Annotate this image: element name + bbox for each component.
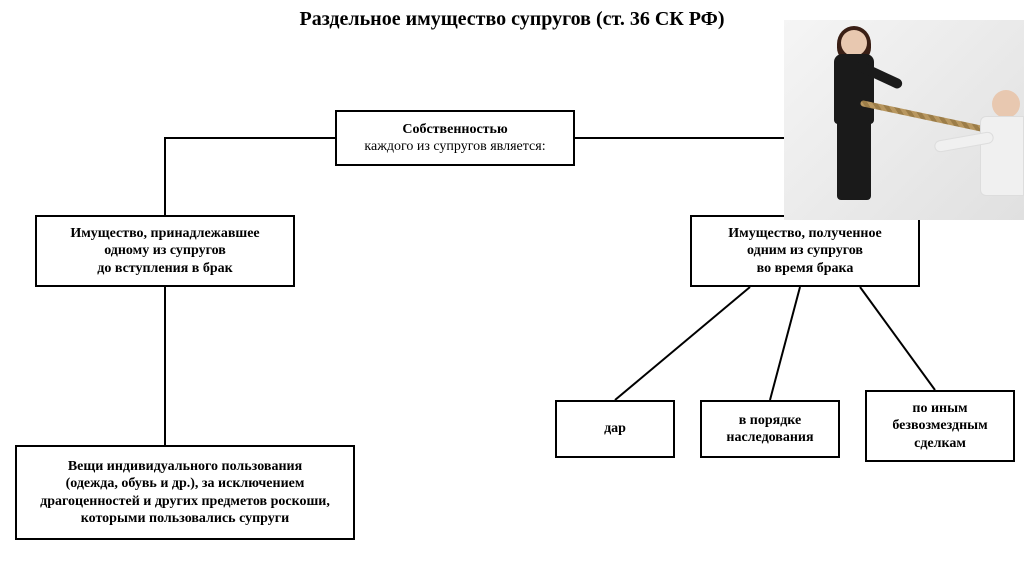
node-left2-line1: Вещи индивидуального пользования (68, 458, 302, 476)
node-right1-line2: одним из супругов (747, 242, 863, 260)
node-root: Собственностью каждого из супругов являе… (335, 110, 575, 166)
node-child3: по иным безвозмездным сделкам (865, 390, 1015, 462)
figure-woman (824, 30, 884, 200)
node-left1-line2: одному из супругов (104, 242, 226, 260)
node-child2: в порядке наследования (700, 400, 840, 458)
illustration-tug-of-war (784, 20, 1024, 220)
conn-right1-child1 (615, 287, 750, 400)
figure-man (964, 90, 1024, 220)
node-child3-line3: сделкам (914, 435, 966, 453)
conn-right1-child3 (860, 287, 935, 390)
node-left1-line1: Имущество, принадлежавшее (70, 225, 259, 243)
node-right1-line1: Имущество, полученное (728, 225, 881, 243)
node-right1: Имущество, полученное одним из супругов … (690, 215, 920, 287)
node-left2-line2: (одежда, обувь и др.), за исключением (66, 475, 305, 493)
node-child1: дар (555, 400, 675, 458)
node-left2: Вещи индивидуального пользования (одежда… (15, 445, 355, 540)
node-root-line2: каждого из супругов является: (364, 138, 545, 156)
node-left1-line3: до вступления в брак (97, 260, 232, 278)
node-left2-line3: драгоценностей и других предметов роскош… (40, 493, 330, 511)
node-child3-line1: по иным (912, 400, 967, 418)
node-left2-line4: которыми пользовались супруги (81, 510, 289, 528)
node-child2-line1: в порядке (739, 412, 802, 430)
node-right1-line3: во время брака (757, 260, 854, 278)
conn-right1-child2 (770, 287, 800, 400)
node-root-line1: Собственностью (402, 121, 507, 139)
conn-root-right1 (575, 138, 805, 215)
node-left1: Имущество, принадлежавшее одному из супр… (35, 215, 295, 287)
node-child2-line2: наследования (726, 429, 813, 447)
conn-root-left1 (165, 138, 335, 215)
node-child3-line2: безвозмездным (892, 417, 987, 435)
node-child1-text: дар (604, 420, 626, 438)
